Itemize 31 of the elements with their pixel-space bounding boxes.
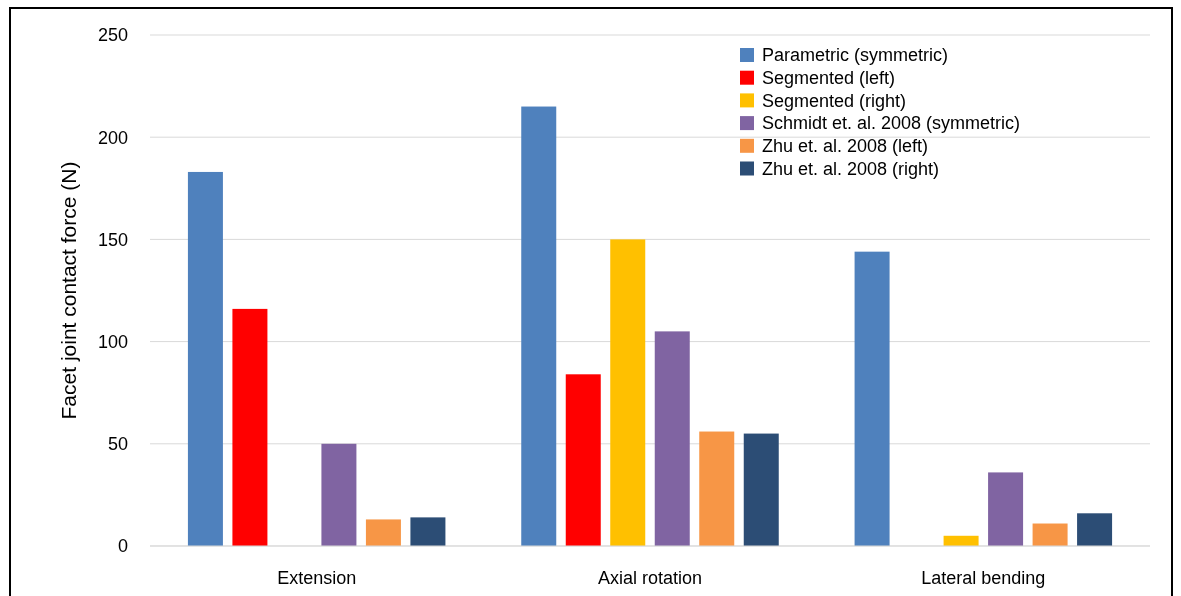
legend-label: Segmented (right) <box>762 90 907 111</box>
y-tick-label: 100 <box>97 331 128 352</box>
x-tick-label: Extension <box>277 568 357 588</box>
legend-label: Segmented (left) <box>762 68 896 88</box>
y-tick-label: 200 <box>97 127 128 148</box>
bar <box>854 251 890 546</box>
bar <box>1077 513 1113 546</box>
bar <box>565 374 601 546</box>
y-tick-label: 50 <box>107 434 128 455</box>
legend-label: Parametric (symmetric) <box>762 45 949 66</box>
legend-label: Schmidt et. al. 2008 (symmetric) <box>762 113 1021 134</box>
x-tick-label: Lateral bending <box>921 568 1046 588</box>
y-axis-title: Facet joint contact force (N) <box>57 161 80 420</box>
bar <box>743 433 779 546</box>
legend-label: Zhu et. al. 2008 (right) <box>762 158 940 179</box>
bar <box>410 517 446 546</box>
bar <box>610 239 646 546</box>
x-tick-label: Axial rotation <box>597 568 703 588</box>
bar <box>521 106 557 546</box>
y-tick-label: 0 <box>117 536 128 557</box>
bar <box>654 331 690 546</box>
bar <box>232 308 268 546</box>
bar <box>1032 523 1068 546</box>
bar <box>699 431 735 546</box>
y-tick-label: 250 <box>97 25 128 46</box>
bar <box>988 472 1024 546</box>
bar <box>321 443 357 546</box>
legend-label: Zhu et. al. 2008 (left) <box>762 136 929 157</box>
bar <box>365 519 401 546</box>
bar <box>187 171 223 546</box>
y-tick-label: 150 <box>97 229 128 250</box>
